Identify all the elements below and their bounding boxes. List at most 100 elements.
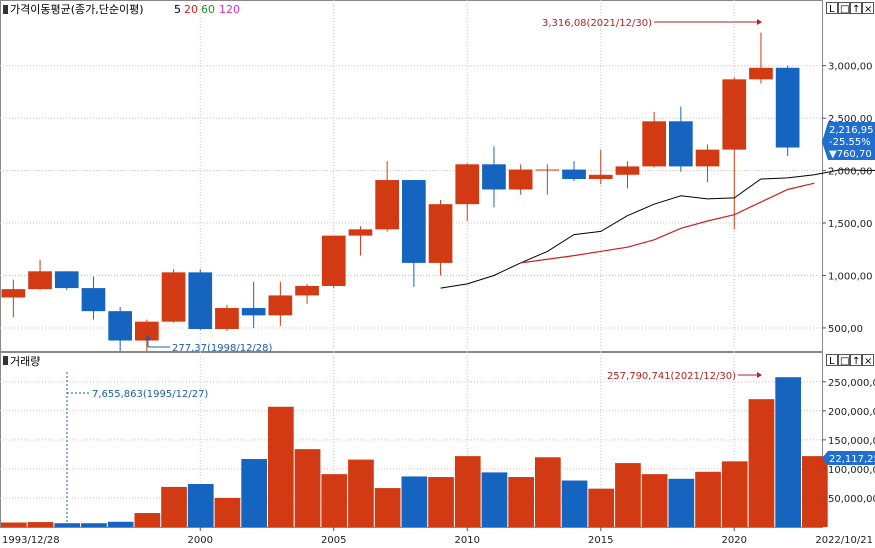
- candle-body: [54, 271, 79, 289]
- volume-bar: [641, 474, 668, 527]
- price-tick-label: 500,00: [828, 324, 863, 335]
- y-axis-ticks: 500,00 1,000,00 1,500,00 2,000,00 2,500,00 3,…: [822, 62, 875, 505]
- volume-bar: [401, 476, 428, 527]
- volume-bar: [187, 484, 214, 527]
- volume-high-annotation: 257,790,741(2021/12/30): [607, 371, 762, 382]
- x-label-year: 2020: [722, 535, 747, 546]
- volume-bar: [508, 477, 534, 527]
- volume-bars: [1, 377, 828, 527]
- svg-text:□: □: [840, 4, 849, 15]
- candle-body: [695, 149, 720, 167]
- current-change-pct: -25.55%: [829, 137, 871, 148]
- candle-body: [348, 229, 373, 236]
- x-label-year: 2000: [188, 535, 213, 546]
- volume-bar: [695, 471, 721, 527]
- candle-body: [642, 121, 666, 167]
- candle-body: [295, 285, 319, 296]
- price-high-label: 3,316,08(2021/12/30): [542, 18, 652, 29]
- svg-text:□: □: [840, 356, 849, 367]
- volume-low-annotation: 7,655,863(1995/12/27): [66, 372, 208, 522]
- svg-text:↑: ↑: [852, 4, 860, 15]
- volume-maximize-button[interactable]: ↑: [850, 354, 862, 368]
- volume-bar: [134, 513, 161, 527]
- volume-bar: [321, 474, 348, 527]
- price-tick-label: 2,000,00: [828, 167, 873, 178]
- price-tick-label: 3,000,00: [828, 62, 873, 73]
- volume-bar: [214, 497, 241, 527]
- volume-legend: 거래량: [3, 355, 40, 368]
- x-label-start: 1993/12/28: [2, 535, 60, 546]
- price-tick-label: 2,500,00: [828, 114, 873, 125]
- volume-marker-icon: [3, 356, 8, 365]
- legend-marker-icon: [3, 5, 8, 14]
- candle-body: [508, 169, 533, 190]
- candle-body: [535, 169, 560, 171]
- legend-period-120: 120: [219, 3, 240, 16]
- volume-bar: [668, 478, 695, 527]
- candle-body: [188, 272, 213, 329]
- svg-text:×: ×: [864, 4, 872, 15]
- price-restore-button[interactable]: □: [838, 2, 850, 16]
- price-low-label: 277,37(1998/12/28): [172, 343, 273, 354]
- candle-body: [775, 67, 800, 148]
- candle-body: [482, 164, 506, 190]
- volume-bar: [294, 449, 321, 527]
- svg-text:×: ×: [864, 356, 872, 367]
- candle-body: [108, 311, 132, 341]
- volume-bar: [107, 521, 134, 527]
- volume-bar: [748, 399, 775, 527]
- candle-body: [722, 79, 747, 150]
- volume-bar: [721, 461, 748, 527]
- volume-restore-button[interactable]: □: [838, 354, 850, 368]
- price-high-annotation: 3,316,08(2021/12/30): [542, 18, 762, 29]
- x-label-end: 2022/10/21: [815, 535, 873, 546]
- candle-body: [455, 164, 480, 205]
- candle-body: [321, 235, 346, 286]
- volume-tick-label: 200,000,00: [828, 407, 875, 418]
- current-price-badge: 2,216,95 -25.55% ▼760,70: [822, 122, 875, 160]
- svg-text:↑: ↑: [852, 356, 860, 367]
- volume-bar: [775, 377, 801, 527]
- price-tick-label: 1,500,00: [828, 219, 873, 230]
- volume-tick-label: 50,000,00: [828, 494, 875, 505]
- price-close-button[interactable]: ×: [862, 2, 874, 16]
- svg-text:L: L: [829, 4, 835, 15]
- volume-tick-label: 250,000,00: [828, 378, 875, 389]
- candle-body: [749, 67, 773, 80]
- price-maximize-button[interactable]: ↑: [850, 2, 862, 16]
- price-lock-button[interactable]: L: [826, 2, 838, 16]
- volume-bar: [454, 456, 481, 527]
- legend-period-5: 5: [174, 3, 181, 16]
- candle-body: [375, 180, 399, 230]
- candle-body: [28, 271, 52, 290]
- candle-body: [241, 308, 266, 316]
- current-volume-badge: 22,117,25: [822, 451, 875, 465]
- ma20-line: [520, 182, 815, 264]
- ma5-line: [440, 169, 875, 289]
- legend-title: 가격이동평균(종가,단순이평): [10, 3, 144, 16]
- volume-bar: [161, 486, 187, 527]
- legend-period-60: 60: [201, 3, 215, 16]
- volume-bar: [428, 477, 454, 527]
- volume-bar: [561, 480, 588, 527]
- candle-body: [268, 295, 293, 316]
- volume-lock-button[interactable]: L: [826, 354, 838, 368]
- volume-bar: [54, 523, 81, 527]
- volume-tick-label: 100,000,00: [828, 465, 875, 476]
- volume-bar: [268, 406, 294, 527]
- candles: [1, 32, 800, 352]
- volume-panel-controls: L □ ↑ ×: [826, 354, 874, 368]
- candle-body: [615, 166, 640, 175]
- candle-body: [215, 308, 239, 329]
- volume-close-button[interactable]: ×: [862, 354, 874, 368]
- current-change: ▼760,70: [829, 149, 872, 160]
- candle-body: [81, 288, 106, 312]
- price-tick-label: 1,000,00: [828, 272, 873, 283]
- volume-bar: [588, 488, 615, 527]
- x-label-year: 2005: [321, 535, 346, 546]
- volume-bar: [27, 522, 54, 527]
- volume-bar: [535, 457, 561, 527]
- candle-body: [161, 272, 186, 322]
- volume-bar: [802, 456, 828, 527]
